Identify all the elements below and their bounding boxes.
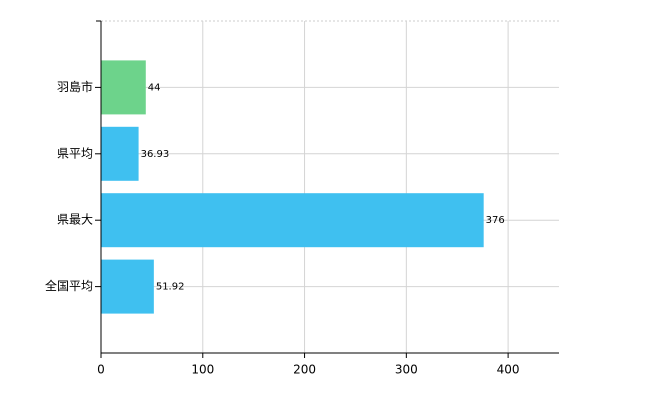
value-label: 51.92 (156, 282, 185, 293)
bar (101, 259, 154, 314)
x-tick-label: 300 (395, 363, 418, 377)
bar (101, 60, 146, 115)
bar (101, 126, 139, 181)
x-tick-label: 100 (191, 363, 214, 377)
value-label: 376 (486, 215, 505, 226)
value-label: 44 (148, 82, 161, 93)
y-tick-label: 県平均 (57, 146, 93, 160)
y-tick-label: 全国平均 (45, 278, 93, 293)
value-label: 36.93 (141, 149, 170, 160)
x-tick-label: 400 (497, 363, 520, 377)
bar (101, 193, 484, 248)
y-tick-label: 羽島市 (57, 79, 93, 94)
y-tick-label: 県最大 (57, 213, 93, 227)
x-tick-label: 0 (97, 363, 105, 377)
x-tick-label: 200 (293, 363, 316, 377)
